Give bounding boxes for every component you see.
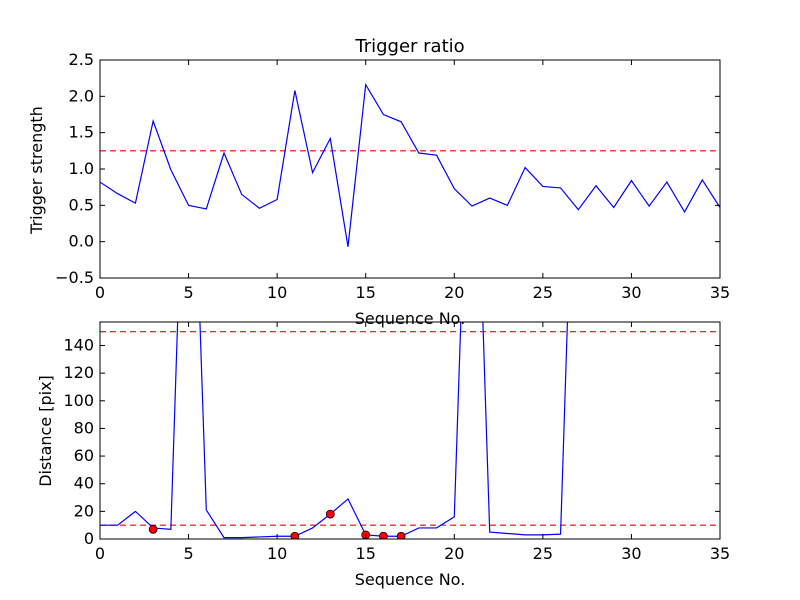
series-layer [100, 322, 720, 539]
y-tick-label: 80 [74, 418, 94, 437]
data-point-marker [148, 524, 158, 534]
y-axis-label: Distance [pix] [36, 375, 55, 487]
y-axis-label: Trigger strength [27, 106, 46, 235]
y-tick-label: 100 [63, 391, 94, 410]
x-tick-label: 20 [444, 283, 464, 302]
x-tick-label: 35 [710, 544, 730, 563]
series-line [100, 322, 569, 539]
x-tick-label: 25 [533, 544, 553, 563]
x-tick-label: 10 [267, 283, 287, 302]
y-tick-label: 20 [74, 501, 94, 520]
data-point-marker [396, 531, 406, 539]
y-tick-label: 2.5 [69, 50, 94, 69]
x-tick-label: 0 [95, 544, 105, 563]
distance-chart: 0 5 10 15 20 25 30 35 0 20 40 60 80 100 120 140 Sequenc… [36, 321, 730, 589]
y-tick-label: 60 [74, 446, 94, 465]
x-axis-label: Sequence No. [355, 309, 466, 328]
data-point-marker [379, 531, 388, 539]
x-tick-label: 30 [621, 544, 641, 563]
y-tick-label: 2.0 [69, 86, 94, 105]
data-point-marker [290, 531, 300, 539]
x-tick-label: 30 [621, 283, 641, 302]
y-tick-label: 1.5 [69, 123, 94, 142]
y-tick-label: 0.0 [69, 232, 94, 251]
axes-frame [99, 59, 721, 279]
series-line [100, 82, 720, 247]
plot-area: 0 5 10 15 20 25 30 35 −0.5 0.0 0.5 1.0 1.5 2.0 2.5 [55, 50, 730, 302]
y-tick-label: 140 [63, 335, 94, 354]
x-tick-label: 0 [95, 283, 105, 302]
series-layer [100, 82, 720, 247]
x-tick-label: 5 [183, 283, 193, 302]
x-tick-label: 25 [533, 283, 553, 302]
y-tick-label: 40 [74, 474, 94, 493]
x-tick-label: 35 [710, 283, 730, 302]
x-tick-label: 20 [444, 544, 464, 563]
x-axis-label: Sequence No. [355, 570, 466, 589]
x-tick-label: 10 [267, 544, 287, 563]
y-tick-label: 0.5 [69, 195, 94, 214]
plot-area: 0 5 10 15 20 25 30 35 0 20 40 60 80 100 120 140 [63, 321, 730, 563]
axes-frame [99, 321, 721, 540]
y-tick-label: −0.5 [55, 268, 94, 287]
chart-title: Trigger ratio [354, 36, 464, 57]
y-tick-label: 0 [84, 529, 94, 548]
y-tick-label: 1.0 [69, 159, 94, 178]
y-tick-label: 120 [63, 363, 94, 382]
data-point-marker [325, 509, 335, 519]
x-tick-label: 15 [356, 544, 376, 563]
x-tick-label: 5 [183, 544, 193, 563]
x-tick-label: 15 [356, 283, 376, 302]
trigger-ratio-chart: Trigger ratio 0 5 10 15 20 25 30 35 −0.5 0.0 0.5 1.… [27, 36, 730, 328]
